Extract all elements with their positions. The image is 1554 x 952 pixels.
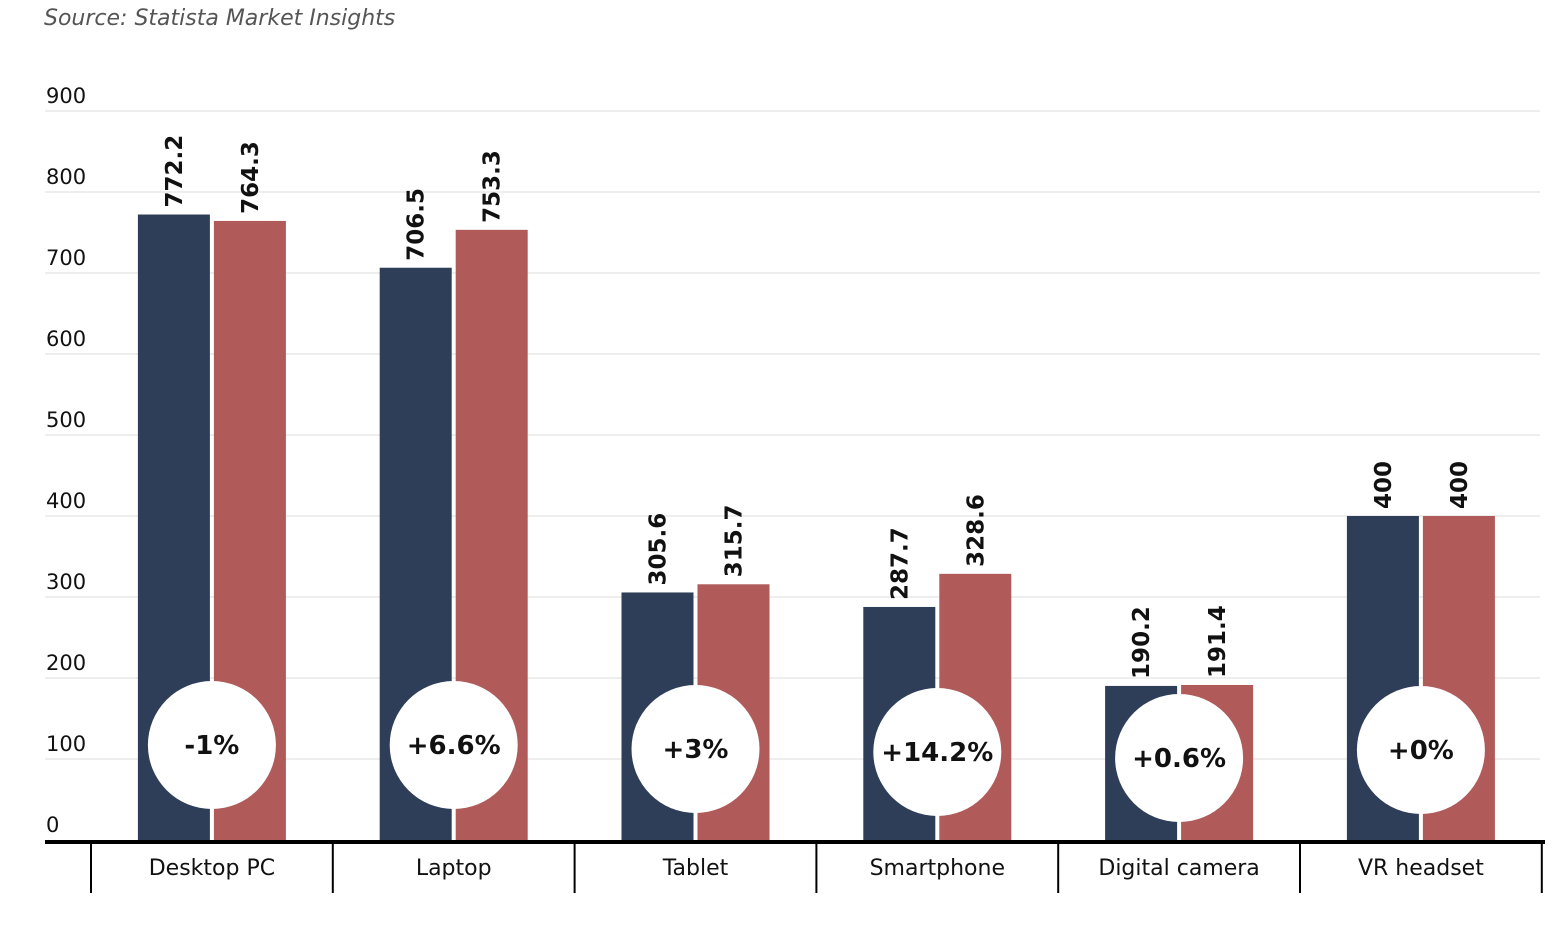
source-note: Source: Statista Market Insights [44, 6, 396, 31]
data-label: 400 [1447, 461, 1473, 509]
x-tick-label: Digital camera [1098, 856, 1259, 881]
y-tick-label: 700 [46, 246, 86, 270]
data-label: 305.6 [646, 513, 672, 586]
data-label: 772.2 [162, 135, 188, 208]
change-label: +6.6% [407, 731, 501, 761]
x-tick-label: Smartphone [870, 856, 1005, 881]
change-label: -1% [184, 731, 239, 761]
change-badge [389, 681, 518, 809]
data-label: 400 [1371, 461, 1397, 509]
y-tick-label: 300 [46, 570, 86, 594]
data-label: 190.2 [1129, 606, 1155, 679]
y-tick-label: 200 [46, 651, 86, 675]
change-badge [873, 688, 1002, 816]
y-tick-label: 900 [46, 84, 86, 108]
change-label: +14.2% [881, 738, 993, 768]
change-badge [1356, 686, 1485, 814]
y-tick-label: 100 [46, 732, 86, 756]
change-label: +0% [1388, 736, 1454, 766]
x-tick-label: Desktop PC [149, 856, 275, 881]
x-tick-label: Tablet [662, 856, 729, 881]
x-tick-label: VR headset [1358, 856, 1484, 881]
data-label: 753.3 [480, 150, 506, 223]
y-tick-label: 800 [46, 165, 86, 189]
data-label: 315.7 [722, 505, 748, 578]
y-tick-label: 0 [46, 813, 59, 837]
change-badge [147, 681, 276, 809]
data-label: 287.7 [887, 527, 913, 600]
data-label: 764.3 [238, 141, 264, 214]
data-label: 706.5 [404, 188, 430, 261]
change-label: +3% [663, 735, 729, 765]
y-tick-label: 600 [46, 327, 86, 351]
change-badge [631, 685, 760, 813]
change-badge [1115, 694, 1244, 822]
y-tick-label: 400 [46, 489, 86, 513]
y-tick-label: 500 [46, 408, 86, 432]
data-label: 191.4 [1205, 605, 1231, 678]
data-label: 328.6 [963, 494, 989, 567]
x-tick-label: Laptop [416, 856, 492, 881]
change-label: +0.6% [1132, 744, 1226, 774]
